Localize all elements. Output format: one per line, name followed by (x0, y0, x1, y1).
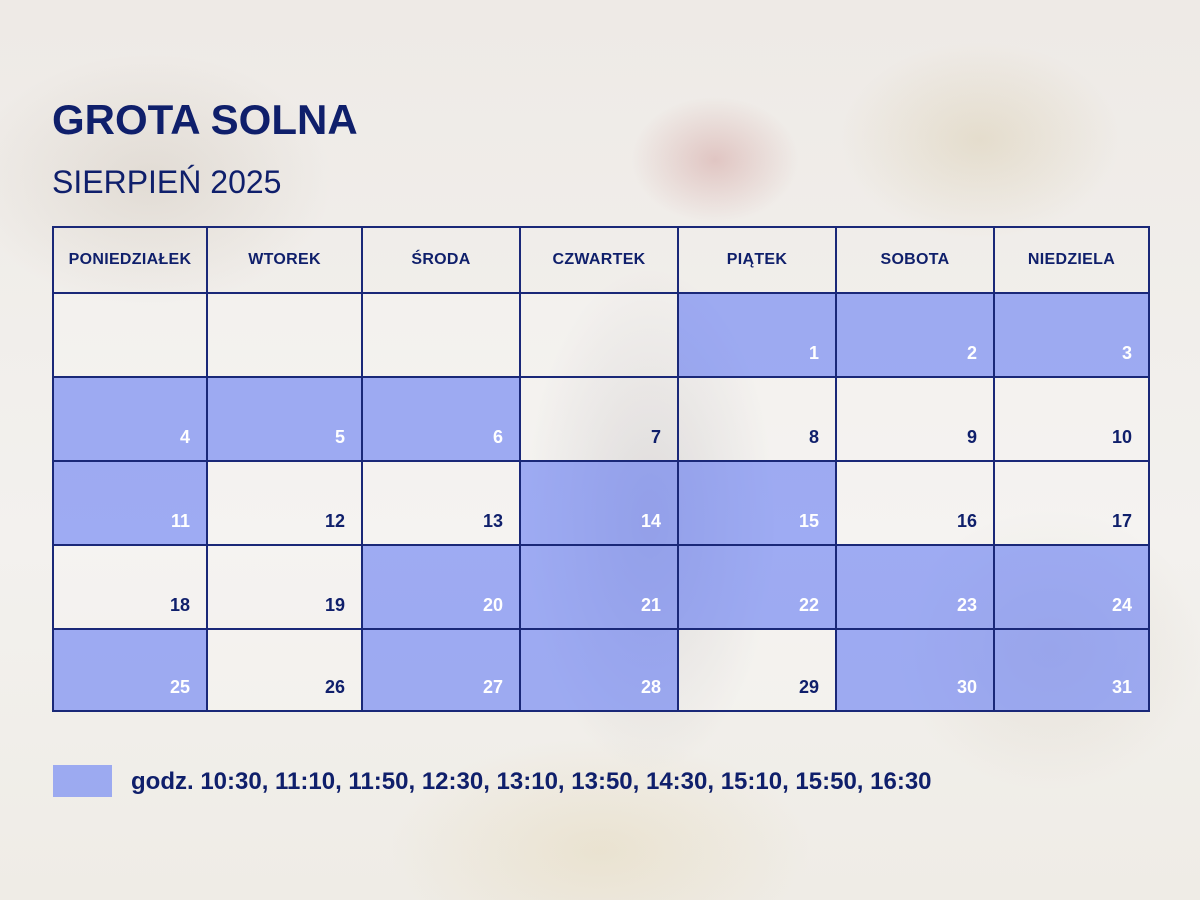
calendar-day-cell: 21 (519, 544, 679, 630)
legend-hours-text: godz. 10:30, 11:10, 11:50, 12:30, 13:10,… (131, 768, 932, 795)
weekday-monday: PONIEDZIAŁEK (52, 226, 208, 294)
calendar-day-cell: 30 (835, 628, 995, 712)
calendar-day-cell: 14 (519, 460, 679, 546)
calendar-day-cell: 11 (52, 460, 208, 546)
calendar-day-cell: 1 (677, 292, 837, 378)
calendar-day-cell: 10 (993, 376, 1150, 462)
calendar-day-cell: 2 (835, 292, 995, 378)
weekday-saturday: SOBOTA (835, 226, 995, 294)
calendar-day-cell: 12 (206, 460, 363, 546)
calendar-day-cell: 5 (206, 376, 363, 462)
calendar-day-cell: 15 (677, 460, 837, 546)
weekday-tuesday: WTOREK (206, 226, 363, 294)
calendar-empty-cell (519, 292, 679, 378)
calendar-day-cell: 27 (361, 628, 521, 712)
calendar-day-cell: 16 (835, 460, 995, 546)
calendar-day-cell: 31 (993, 628, 1150, 712)
calendar-day-cell: 24 (993, 544, 1150, 630)
calendar-empty-cell (52, 292, 208, 378)
calendar-day-cell: 29 (677, 628, 837, 712)
weekday-wednesday: ŚRODA (361, 226, 521, 294)
calendar-day-cell: 26 (206, 628, 363, 712)
calendar-day-cell: 6 (361, 376, 521, 462)
calendar-day-cell: 20 (361, 544, 521, 630)
calendar-day-cell: 7 (519, 376, 679, 462)
calendar-day-cell: 3 (993, 292, 1150, 378)
month-subtitle: SIERPIEŃ 2025 (52, 164, 282, 200)
weekday-header-row: PONIEDZIAŁEK WTOREK ŚRODA CZWARTEK PIĄTE… (52, 226, 1150, 294)
calendar-body: 1 2 3 4 5 6 7 8 9 10 11 12 13 14 15 16 17 18 19 20 21 22 23 24 2… (52, 292, 1150, 712)
calendar-day-cell: 22 (677, 544, 837, 630)
calendar-empty-cell (206, 292, 363, 378)
calendar-day-cell: 23 (835, 544, 995, 630)
calendar-day-cell: 8 (677, 376, 837, 462)
calendar-week-row: 18 19 20 21 22 23 24 (52, 544, 1150, 630)
calendar-day-cell: 13 (361, 460, 521, 546)
weekday-sunday: NIEDZIELA (993, 226, 1150, 294)
calendar-week-row: 4 5 6 7 8 9 10 (52, 376, 1150, 462)
calendar-empty-cell (361, 292, 521, 378)
page-title: GROTA SOLNA (52, 96, 358, 143)
calendar-week-row: 11 12 13 14 15 16 17 (52, 460, 1150, 546)
calendar-day-cell: 19 (206, 544, 363, 630)
legend-swatch (53, 765, 112, 797)
calendar-day-cell: 25 (52, 628, 208, 712)
calendar-day-cell: 18 (52, 544, 208, 630)
calendar-grid: PONIEDZIAŁEK WTOREK ŚRODA CZWARTEK PIĄTE… (52, 226, 1150, 712)
weekday-thursday: CZWARTEK (519, 226, 679, 294)
calendar-day-cell: 4 (52, 376, 208, 462)
calendar-day-cell: 9 (835, 376, 995, 462)
calendar-day-cell: 28 (519, 628, 679, 712)
calendar-week-row: 25 26 27 28 29 30 31 (52, 628, 1150, 712)
calendar-day-cell: 17 (993, 460, 1150, 546)
weekday-friday: PIĄTEK (677, 226, 837, 294)
